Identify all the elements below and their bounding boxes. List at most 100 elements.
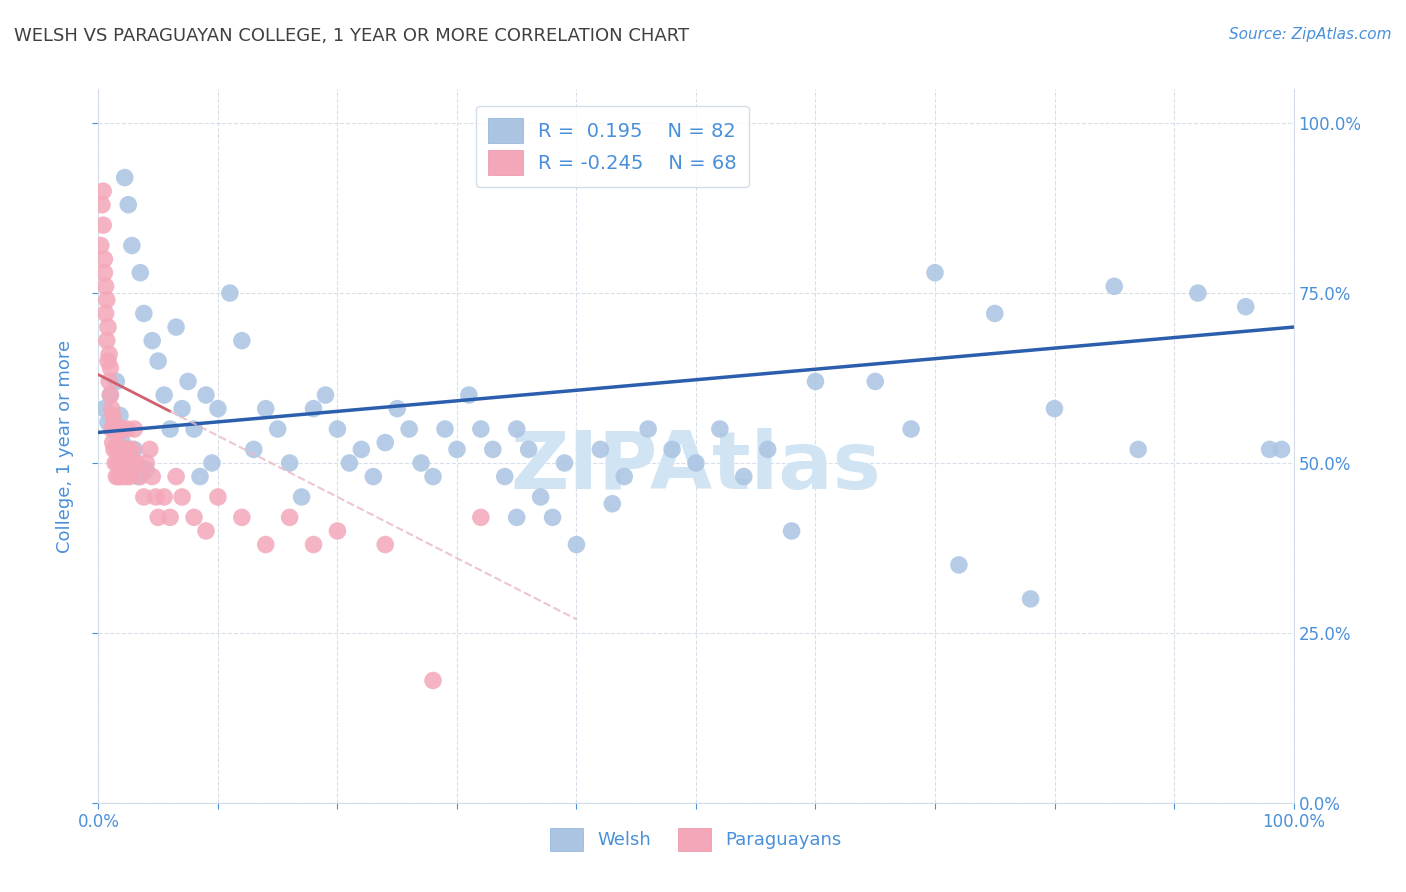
Point [172, 490, 194, 504]
Point [243, 442, 266, 457]
Point [127, 469, 149, 483]
Point [398, 422, 420, 436]
Point [1128, 442, 1150, 457]
Point [98, 360, 122, 375]
Point [97, 320, 120, 334]
Point [124, 442, 146, 457]
Point [865, 375, 887, 389]
Point [267, 422, 290, 436]
Point [1271, 442, 1294, 457]
Point [105, 442, 128, 457]
Point [1234, 300, 1257, 314]
Point [363, 469, 385, 483]
Point [132, 490, 155, 504]
Point [97, 354, 120, 368]
Point [100, 401, 122, 416]
Point [1043, 401, 1066, 416]
Point [733, 469, 755, 483]
Point [117, 198, 139, 212]
Point [661, 442, 683, 457]
Point [111, 435, 134, 450]
Point [90, 238, 112, 252]
Point [494, 469, 516, 483]
Point [530, 490, 553, 504]
Point [470, 422, 492, 436]
Legend: Welsh, Paraguayans: Welsh, Paraguayans [543, 821, 849, 858]
Point [374, 435, 396, 450]
Point [302, 401, 325, 416]
Point [117, 442, 139, 457]
Point [108, 422, 131, 436]
Point [107, 435, 129, 450]
Point [139, 442, 162, 457]
Point [756, 442, 779, 457]
Point [91, 184, 114, 198]
Point [183, 422, 205, 436]
Point [278, 510, 301, 524]
Point [132, 306, 155, 320]
Point [121, 238, 143, 252]
Point [422, 673, 444, 688]
Point [195, 524, 218, 538]
Point [709, 422, 731, 436]
Point [458, 388, 481, 402]
Point [101, 409, 124, 423]
Point [1019, 591, 1042, 606]
Point [1104, 279, 1126, 293]
Point [93, 401, 115, 416]
Point [107, 456, 129, 470]
Point [103, 442, 125, 457]
Point [554, 456, 576, 470]
Point [93, 266, 115, 280]
Point [165, 469, 187, 483]
Point [172, 401, 194, 416]
Point [108, 409, 131, 423]
Point [385, 401, 409, 416]
Point [780, 524, 803, 538]
Point [145, 490, 167, 504]
Point [254, 537, 277, 551]
Point [121, 442, 143, 457]
Point [97, 415, 120, 429]
Point [93, 252, 115, 266]
Point [1187, 286, 1209, 301]
Point [153, 388, 176, 402]
Point [105, 469, 128, 483]
Point [374, 537, 396, 551]
Point [101, 422, 124, 436]
Point [231, 510, 253, 524]
Point [207, 490, 229, 504]
Point [124, 422, 146, 436]
Point [159, 510, 181, 524]
Point [101, 435, 124, 450]
Point [125, 456, 148, 470]
Point [105, 375, 128, 389]
Point [111, 422, 134, 436]
Point [517, 442, 540, 457]
Point [98, 388, 122, 402]
Point [291, 490, 314, 504]
Point [110, 442, 132, 457]
Point [141, 334, 163, 348]
Point [900, 422, 922, 436]
Point [339, 456, 361, 470]
Point [96, 293, 118, 307]
Point [183, 510, 205, 524]
Text: ZIPAtlas: ZIPAtlas [510, 428, 882, 507]
Point [129, 469, 152, 483]
Point [135, 463, 157, 477]
Point [637, 422, 659, 436]
Point [129, 266, 152, 280]
Point [114, 170, 136, 185]
Point [924, 266, 946, 280]
Point [470, 510, 492, 524]
Point [118, 469, 141, 483]
Point [153, 490, 176, 504]
Point [91, 218, 114, 232]
Point [148, 510, 170, 524]
Point [326, 422, 349, 436]
Point [114, 456, 136, 470]
Point [219, 286, 242, 301]
Point [613, 469, 636, 483]
Point [107, 469, 129, 483]
